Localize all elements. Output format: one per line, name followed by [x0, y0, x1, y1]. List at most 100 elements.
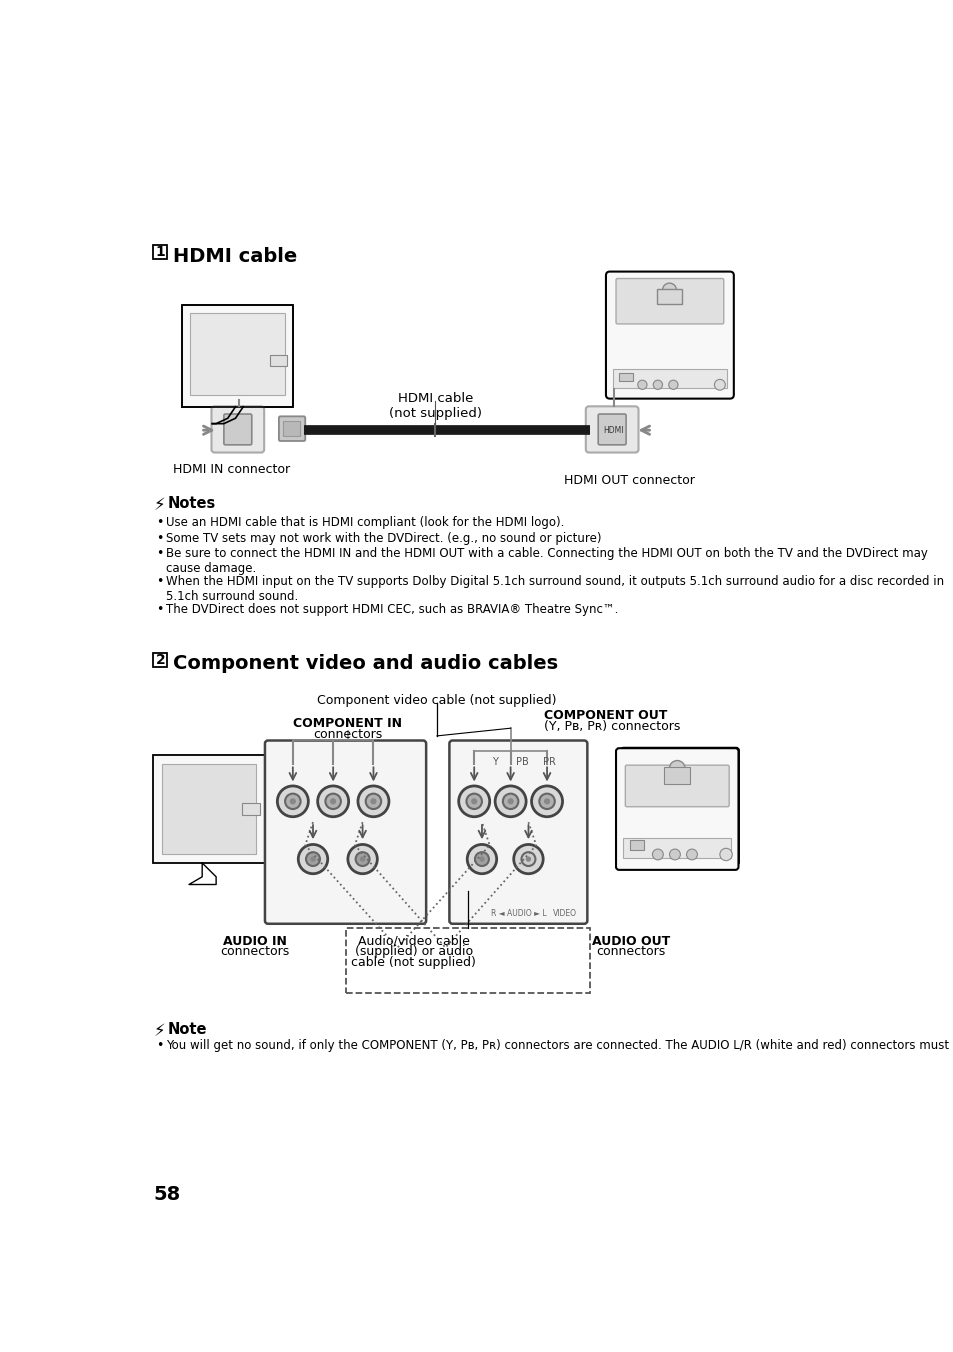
- FancyBboxPatch shape: [598, 414, 625, 445]
- Text: •: •: [156, 1040, 164, 1052]
- Circle shape: [653, 380, 661, 389]
- Circle shape: [720, 848, 732, 861]
- Circle shape: [531, 786, 562, 817]
- Text: PB: PB: [516, 757, 528, 768]
- FancyBboxPatch shape: [588, 416, 615, 441]
- Text: (Y, Pʙ, Pʀ) connectors: (Y, Pʙ, Pʀ) connectors: [543, 721, 679, 734]
- Text: Use an HDMI cable that is HDMI compliant (look for the HDMI logo).: Use an HDMI cable that is HDMI compliant…: [166, 516, 563, 530]
- Bar: [270, 354, 287, 366]
- Text: cable (not supplied): cable (not supplied): [351, 956, 476, 969]
- Circle shape: [513, 845, 542, 873]
- FancyBboxPatch shape: [663, 768, 690, 784]
- Circle shape: [466, 794, 481, 808]
- Text: When the HDMI input on the TV supports Dolby Digital 5.1ch surround sound, it ou: When the HDMI input on the TV supports D…: [166, 575, 943, 603]
- FancyBboxPatch shape: [624, 765, 728, 807]
- Circle shape: [543, 798, 550, 804]
- Text: Y: Y: [492, 757, 497, 768]
- Text: Component video and audio cables: Component video and audio cables: [173, 654, 558, 673]
- Text: •: •: [156, 516, 164, 530]
- Circle shape: [330, 798, 335, 804]
- Circle shape: [661, 283, 676, 297]
- Text: The DVDirect does not support HDMI CEC, such as BRAVIA® Theatre Sync™.: The DVDirect does not support HDMI CEC, …: [166, 603, 618, 615]
- Text: HDMI IN connector: HDMI IN connector: [172, 462, 290, 476]
- Bar: [152, 756, 265, 863]
- Text: Some TV sets may not work with the DVDirect. (e.g., no sound or picture): Some TV sets may not work with the DVDir…: [166, 531, 600, 545]
- Circle shape: [310, 856, 315, 861]
- FancyBboxPatch shape: [605, 272, 733, 399]
- Text: PR: PR: [542, 757, 556, 768]
- Circle shape: [277, 786, 308, 817]
- Circle shape: [668, 380, 678, 389]
- Circle shape: [348, 845, 377, 873]
- Circle shape: [471, 798, 476, 804]
- Text: 1: 1: [155, 245, 165, 260]
- Text: ⚡: ⚡: [153, 1022, 165, 1040]
- Circle shape: [478, 856, 484, 861]
- Text: ⚡: ⚡: [153, 496, 165, 514]
- Text: HDMI cable: HDMI cable: [173, 246, 297, 266]
- Circle shape: [467, 845, 497, 873]
- Polygon shape: [212, 407, 243, 423]
- Circle shape: [365, 794, 381, 808]
- Circle shape: [285, 794, 300, 808]
- Text: COMPONENT OUT: COMPONENT OUT: [543, 708, 667, 722]
- Circle shape: [637, 380, 646, 389]
- FancyBboxPatch shape: [212, 407, 264, 453]
- FancyBboxPatch shape: [616, 279, 723, 324]
- Text: connectors: connectors: [220, 945, 289, 959]
- FancyBboxPatch shape: [585, 407, 638, 453]
- Circle shape: [669, 761, 684, 776]
- Text: •: •: [156, 603, 164, 615]
- FancyBboxPatch shape: [612, 369, 726, 388]
- FancyBboxPatch shape: [618, 373, 633, 381]
- Bar: [242, 803, 259, 815]
- Circle shape: [370, 798, 376, 804]
- Circle shape: [359, 856, 365, 861]
- FancyBboxPatch shape: [282, 420, 299, 437]
- Circle shape: [458, 786, 489, 817]
- Circle shape: [317, 786, 348, 817]
- Circle shape: [538, 794, 555, 808]
- Circle shape: [652, 849, 662, 860]
- Circle shape: [325, 794, 340, 808]
- Text: 58: 58: [153, 1184, 180, 1203]
- Circle shape: [475, 852, 488, 867]
- Text: HDMI OUT connector: HDMI OUT connector: [563, 475, 694, 487]
- Text: VIDEO: VIDEO: [553, 909, 577, 918]
- Text: 2: 2: [155, 653, 165, 667]
- Bar: [158, 756, 267, 859]
- Circle shape: [290, 798, 295, 804]
- Text: •: •: [156, 548, 164, 560]
- Circle shape: [507, 798, 513, 804]
- FancyBboxPatch shape: [592, 420, 609, 437]
- Text: •: •: [156, 531, 164, 545]
- Bar: [162, 764, 255, 853]
- FancyBboxPatch shape: [622, 838, 731, 859]
- FancyBboxPatch shape: [620, 748, 739, 865]
- Circle shape: [306, 852, 319, 867]
- Circle shape: [714, 380, 724, 391]
- Text: Be sure to connect the HDMI IN and the HDMI OUT with a cable. Connecting the HDM: Be sure to connect the HDMI IN and the H…: [166, 548, 926, 575]
- Circle shape: [298, 845, 328, 873]
- Circle shape: [355, 852, 369, 867]
- FancyBboxPatch shape: [657, 288, 681, 304]
- Text: Audio/video cable: Audio/video cable: [357, 934, 469, 948]
- Text: connectors: connectors: [313, 729, 382, 741]
- FancyBboxPatch shape: [265, 741, 426, 923]
- Text: HDMI cable
(not supplied): HDMI cable (not supplied): [389, 392, 481, 419]
- FancyBboxPatch shape: [629, 840, 643, 850]
- Text: Notes: Notes: [167, 496, 215, 511]
- Bar: [153, 246, 167, 260]
- FancyBboxPatch shape: [224, 414, 252, 445]
- Bar: [153, 653, 167, 667]
- Polygon shape: [190, 312, 285, 395]
- Text: (supplied) or audio: (supplied) or audio: [355, 945, 473, 959]
- Text: Component video cable (not supplied): Component video cable (not supplied): [317, 694, 557, 707]
- Text: •: •: [156, 575, 164, 588]
- Text: COMPONENT IN: COMPONENT IN: [294, 717, 402, 730]
- Text: AUDIO OUT: AUDIO OUT: [591, 934, 669, 948]
- Circle shape: [686, 849, 697, 860]
- FancyBboxPatch shape: [449, 741, 587, 923]
- Circle shape: [502, 794, 517, 808]
- Text: AUDIO IN: AUDIO IN: [223, 934, 287, 948]
